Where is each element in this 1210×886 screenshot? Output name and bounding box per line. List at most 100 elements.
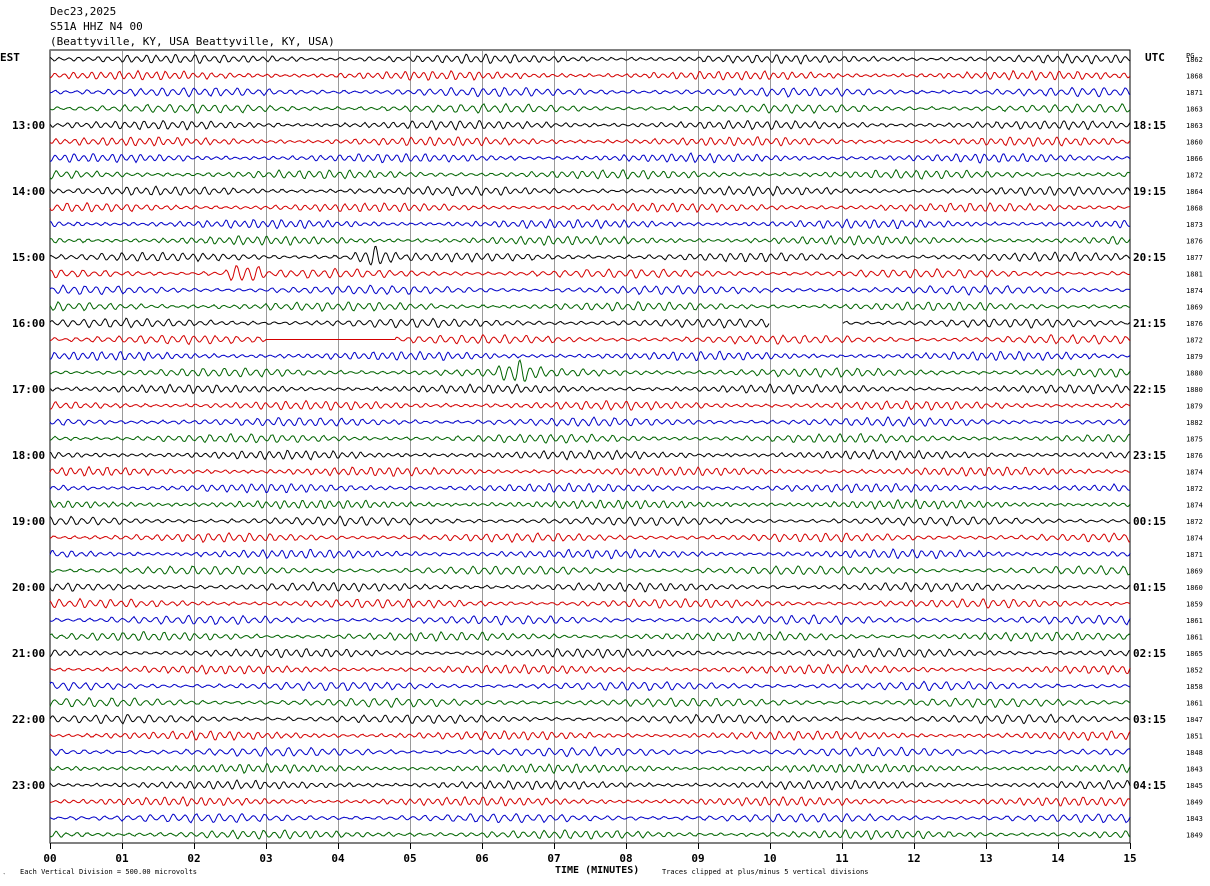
x-tick-label: 11 [835, 852, 849, 865]
pg-value: 1879 [1186, 403, 1203, 411]
seismic-trace [49, 581, 1131, 593]
pg-value: 1876 [1186, 238, 1203, 246]
x-tick-label: 14 [1051, 852, 1065, 865]
pg-value: 1861 [1186, 617, 1203, 625]
x-tick-label: 03 [259, 852, 272, 865]
utc-hour-label: 23:15 [1133, 449, 1166, 462]
pg-value: 1865 [1186, 650, 1203, 658]
pg-value: 1861 [1186, 634, 1203, 642]
plot-frame [49, 49, 1131, 844]
seismic-trace [49, 317, 1131, 329]
pg-value: 1874 [1186, 535, 1203, 543]
seismic-trace [49, 416, 1131, 427]
seismic-trace [49, 548, 1131, 560]
seismic-trace [49, 265, 1131, 282]
pg-value: 1863 [1186, 106, 1203, 114]
seismic-trace [49, 680, 1131, 692]
pg-value: 1872 [1186, 172, 1203, 180]
seismic-trace [49, 359, 1131, 382]
pg-value: 1868 [1186, 73, 1203, 81]
x-tick-labels: 00 01 02 03 04 05 06 07 08 09 10 11 12 13 14 15 [43, 852, 1136, 865]
est-hour-label: 18:00 [12, 449, 45, 462]
seismic-trace [49, 465, 1131, 477]
utc-hour-label: 02:15 [1133, 647, 1166, 660]
seismic-trace [49, 813, 1131, 824]
seismic-trace [50, 218, 1131, 230]
utc-hour-label: 19:15 [1133, 185, 1166, 198]
clip-note: Traces clipped at plus/minus 5 vertical … [662, 868, 869, 876]
seismic-trace [49, 746, 1131, 758]
seismic-trace [49, 185, 1131, 197]
pg-value: 1843 [1186, 815, 1203, 823]
station-label: S51A HHZ N4 00 [50, 20, 143, 33]
seismic-trace [50, 399, 1131, 411]
pg-value: 1874 [1186, 469, 1203, 477]
scale-note: Each Vertical Division = 500.00 microvol… [20, 868, 197, 876]
utc-hour-label: 22:15 [1133, 383, 1166, 396]
seismic-trace [49, 647, 1131, 659]
seismic-trace [50, 333, 1131, 346]
est-hour-label: 21:00 [12, 647, 45, 660]
trace-group [49, 53, 1131, 841]
est-hour-label: 22:00 [12, 713, 45, 726]
seismic-trace [49, 829, 1131, 841]
utc-axis-title: UTC [1145, 51, 1165, 64]
x-tick-label: 10 [763, 852, 776, 865]
x-tick-label: 12 [907, 852, 920, 865]
pg-value: 1849 [1186, 832, 1203, 840]
seismic-trace [49, 350, 1131, 362]
utc-hour-label: 21:15 [1133, 317, 1166, 330]
seismic-trace [49, 168, 1131, 180]
pg-value: 1849 [1186, 799, 1203, 807]
pg-value: 1881 [1186, 271, 1203, 279]
pg-value: 1845 [1186, 782, 1203, 790]
seismic-trace [49, 53, 1131, 65]
seismic-trace [49, 515, 1131, 527]
x-tick-label: 09 [691, 852, 704, 865]
seismic-trace [49, 614, 1131, 626]
utc-hour-label: 18:15 [1133, 119, 1166, 132]
x-axis-label: TIME (MINUTES) [555, 865, 639, 876]
x-tick-label: 06 [475, 852, 489, 865]
seismic-trace [49, 284, 1131, 296]
pg-value: 1862 [1186, 56, 1203, 64]
x-tick-label: 13 [979, 852, 992, 865]
seismic-trace [49, 713, 1131, 725]
pg-labels: 1862 1868 1871 1863 1863 1860 1866 1872 1864 1868… [1186, 56, 1203, 840]
pg-value: 1872 [1186, 485, 1203, 493]
utc-hour-label: 01:15 [1133, 581, 1166, 594]
utc-hour-label: 03:15 [1133, 713, 1166, 726]
pg-value: 1861 [1186, 700, 1203, 708]
seismic-trace [49, 69, 1131, 81]
pg-value: 1872 [1186, 518, 1203, 526]
utc-labels: 18:15 19:15 20:15 21:15 22:15 23:15 00:15 01:15… [1133, 119, 1166, 792]
est-hour-label: 23:00 [12, 779, 45, 792]
seismic-trace [49, 201, 1131, 214]
seismic-trace [49, 383, 1131, 395]
pg-value: 1851 [1186, 733, 1203, 741]
est-labels: 13:00 14:00 15:00 16:00 17:00 18:00 19:00 20:00… [12, 119, 45, 792]
pg-value: 1880 [1186, 370, 1203, 378]
pg-value: 1852 [1186, 667, 1203, 675]
est-hour-label: 19:00 [12, 515, 45, 528]
seismic-trace [49, 779, 1131, 791]
seismic-trace [49, 697, 1131, 709]
seismic-trace [49, 448, 1130, 461]
grid [49, 49, 1131, 849]
date-label: Dec23,2025 [50, 5, 117, 18]
seismic-trace [49, 663, 1131, 676]
x-tick-label: 05 [403, 852, 416, 865]
x-tick-label: 15 [1123, 852, 1136, 865]
corner-mark: ‵ [2, 872, 6, 880]
seismic-trace [49, 136, 1131, 148]
seismic-trace [49, 498, 1131, 510]
pg-value: 1876 [1186, 320, 1203, 328]
pg-value: 1874 [1186, 287, 1203, 295]
x-tick-label: 07 [547, 852, 560, 865]
utc-hour-label: 00:15 [1133, 515, 1166, 528]
x-tick-label: 08 [619, 852, 632, 865]
seismic-trace [49, 597, 1131, 609]
est-axis-title: EST [0, 51, 20, 64]
seismic-trace [49, 730, 1131, 742]
